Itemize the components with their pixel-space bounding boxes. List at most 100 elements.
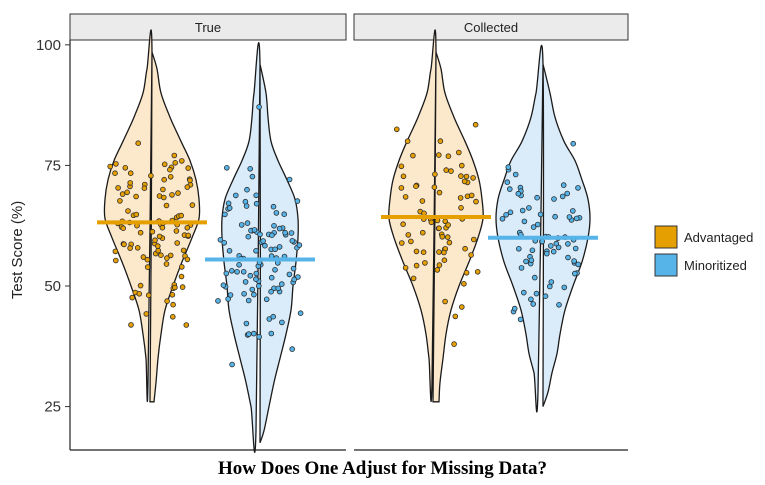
point — [262, 242, 268, 249]
point — [222, 211, 228, 218]
point — [537, 211, 544, 218]
point — [238, 222, 245, 228]
point — [140, 254, 147, 260]
point — [243, 320, 250, 327]
facet-label-0: True — [195, 20, 221, 35]
point — [227, 292, 234, 298]
point — [422, 260, 428, 266]
point — [297, 310, 304, 317]
point — [121, 241, 127, 248]
point — [189, 202, 196, 208]
point — [452, 313, 459, 320]
point — [179, 264, 185, 270]
facet-label-1: Collected — [464, 20, 518, 35]
point — [421, 210, 427, 217]
point — [402, 194, 409, 200]
point — [560, 182, 567, 188]
point — [245, 297, 252, 304]
point — [255, 283, 262, 289]
point — [272, 266, 278, 273]
point — [180, 247, 187, 254]
point — [133, 193, 139, 200]
point — [169, 192, 175, 198]
point — [289, 238, 296, 244]
point — [249, 173, 256, 180]
point — [236, 261, 242, 268]
point — [428, 219, 435, 226]
point — [444, 234, 451, 240]
point — [137, 229, 144, 236]
point — [225, 200, 232, 207]
point — [185, 165, 192, 171]
point — [226, 205, 233, 211]
point — [187, 177, 193, 184]
point — [136, 290, 143, 297]
point — [160, 186, 166, 193]
point — [413, 183, 419, 190]
point — [523, 258, 529, 265]
point — [539, 238, 545, 245]
point — [410, 152, 416, 159]
point — [533, 290, 540, 297]
point — [276, 244, 283, 250]
point — [167, 252, 174, 259]
point — [398, 163, 405, 170]
y-tick-label-75: 75 — [44, 157, 61, 174]
point — [547, 243, 554, 249]
point — [571, 270, 578, 277]
point — [458, 304, 465, 310]
facet-panels: True Collected — [69, 13, 629, 451]
point — [546, 283, 553, 290]
point — [404, 138, 411, 145]
point — [543, 250, 550, 257]
point — [519, 207, 526, 214]
point — [163, 261, 170, 267]
point — [289, 346, 296, 352]
point — [257, 231, 263, 238]
point — [528, 296, 534, 303]
point — [183, 322, 190, 328]
point — [159, 224, 166, 231]
point — [224, 165, 230, 171]
point — [431, 184, 438, 191]
point — [127, 170, 134, 177]
point — [175, 190, 181, 196]
point — [245, 233, 252, 240]
y-axis: 25 50 75 100 — [36, 37, 70, 416]
point — [272, 246, 278, 253]
point — [551, 196, 557, 202]
point — [253, 200, 260, 207]
point — [470, 175, 476, 181]
point — [575, 185, 581, 191]
point — [113, 257, 119, 264]
point — [291, 276, 298, 283]
figure-caption: How Does One Adjust for Missing Data? — [218, 458, 547, 479]
point — [244, 186, 250, 193]
point — [448, 168, 454, 174]
point — [521, 218, 528, 225]
point — [172, 160, 179, 166]
y-tick-label-100: 100 — [36, 37, 61, 54]
point — [419, 229, 426, 236]
point — [468, 252, 474, 258]
point — [129, 294, 136, 301]
point — [276, 225, 283, 232]
point — [247, 166, 254, 172]
point — [247, 272, 254, 279]
point — [270, 313, 277, 320]
violin-1 — [221, 42, 299, 453]
point — [437, 138, 444, 144]
point — [503, 212, 509, 218]
point — [163, 202, 170, 209]
point — [559, 193, 566, 200]
point — [217, 237, 224, 243]
point — [120, 225, 126, 232]
point — [170, 313, 176, 320]
point — [507, 209, 514, 216]
point — [462, 245, 468, 252]
point — [530, 301, 536, 307]
point — [152, 237, 158, 244]
point — [517, 316, 524, 323]
point — [566, 214, 573, 220]
point — [178, 273, 185, 280]
